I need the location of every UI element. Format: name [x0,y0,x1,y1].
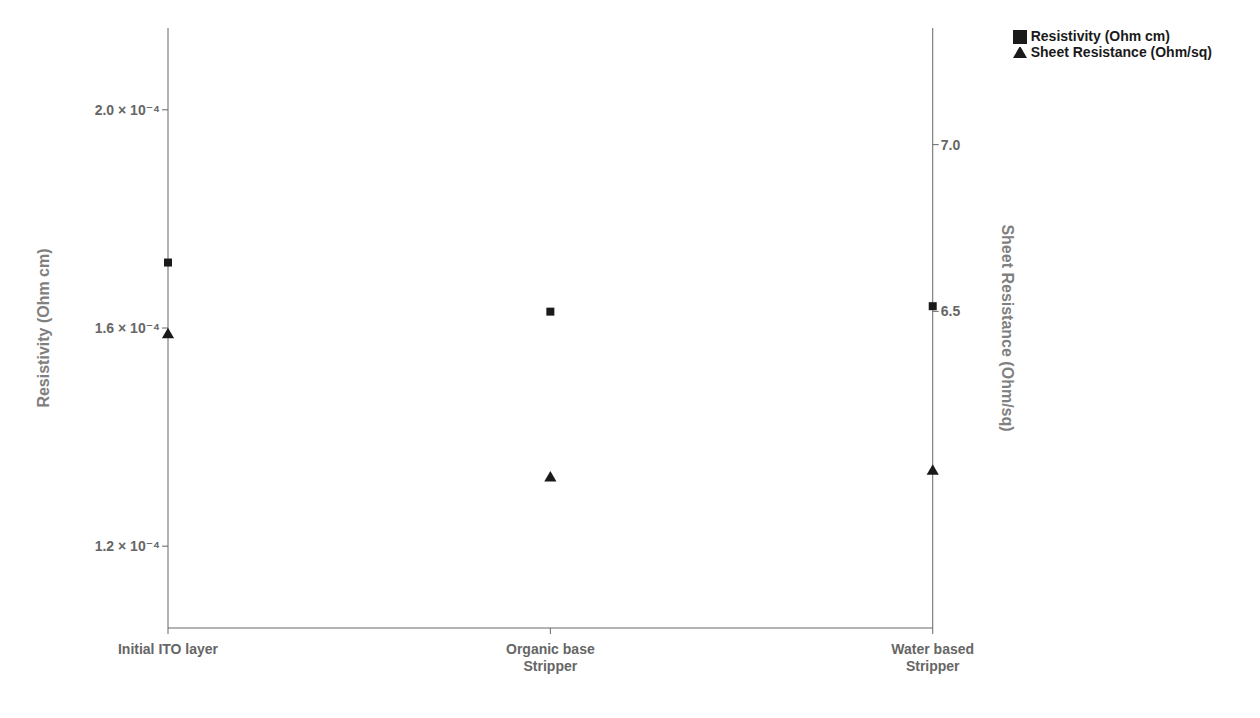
svg-text:Resistivity (Ohm cm): Resistivity (Ohm cm) [35,248,52,407]
svg-text:Sheet Resistance (Ohm/sq): Sheet Resistance (Ohm/sq) [999,224,1016,431]
svg-text:2.0 × 10⁻⁴: 2.0 × 10⁻⁴ [95,102,160,118]
svg-text:7.0: 7.0 [941,137,961,153]
svg-text:1.2 × 10⁻⁴: 1.2 × 10⁻⁴ [95,538,160,554]
svg-text:Initial ITO layer: Initial ITO layer [118,641,219,657]
html-text:Resistivity (Ohm cm): Resistivity (Ohm cm) [1030,28,1170,44]
svg-text:Organic baseStripper: Organic baseStripper [506,641,595,674]
svg-text:Water basedStripper: Water basedStripper [891,641,974,674]
svg-text:1.6 × 10⁻⁴: 1.6 × 10⁻⁴ [95,320,160,336]
svg-text:6.5: 6.5 [941,303,961,319]
html-text:Sheet Resistance (Ohm/sq): Sheet Resistance (Ohm/sq) [1030,44,1212,61]
